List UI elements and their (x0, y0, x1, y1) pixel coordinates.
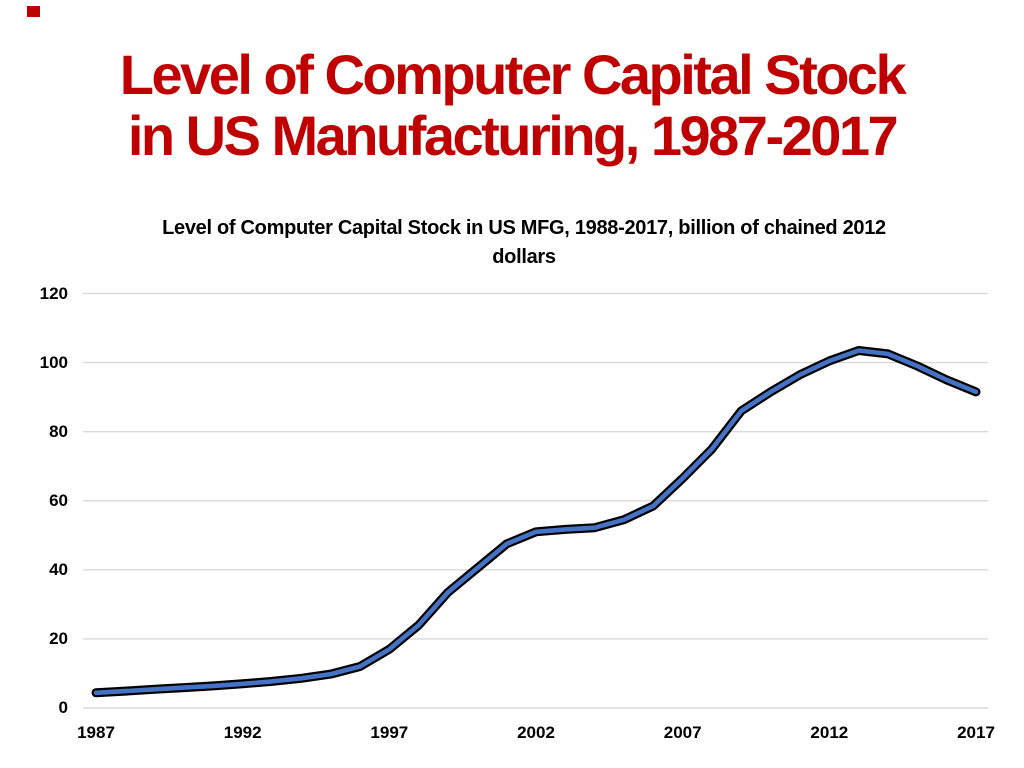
y-axis-tick-label: 120 (39, 283, 68, 303)
x-axis-tick-label: 2007 (663, 723, 702, 742)
y-axis-tick-label: 20 (49, 628, 68, 648)
y-axis-tick-label: 0 (58, 698, 68, 717)
slide-title: Level of Computer Capital Stock in US Ma… (0, 44, 1024, 166)
red-dash-artifact (27, 6, 40, 17)
chart-title-line1: Level of Computer Capital Stock in US MF… (162, 217, 886, 239)
chart-title: Level of Computer Capital Stock in US MF… (12, 214, 1024, 272)
y-axis-tick-label: 100 (39, 352, 68, 372)
x-axis-tick-label: 1992 (223, 723, 262, 742)
slide-title-line1: Level of Computer Capital Stock (119, 43, 907, 106)
chart-title-line2: dollars (492, 246, 556, 268)
x-axis-tick-label: 2002 (517, 723, 555, 742)
y-axis-tick-label: 60 (49, 490, 68, 510)
slide-title-line2: in US Manufacturing, 1987-2017 (127, 104, 899, 167)
y-axis-tick-label: 40 (49, 559, 68, 579)
x-axis-tick-label: 2017 (957, 723, 995, 742)
y-axis-tick-label: 80 (49, 421, 68, 441)
x-axis-tick-label: 1997 (370, 723, 409, 742)
x-axis-tick-label: 2012 (810, 723, 849, 742)
x-axis-tick-label: 1987 (77, 723, 115, 742)
